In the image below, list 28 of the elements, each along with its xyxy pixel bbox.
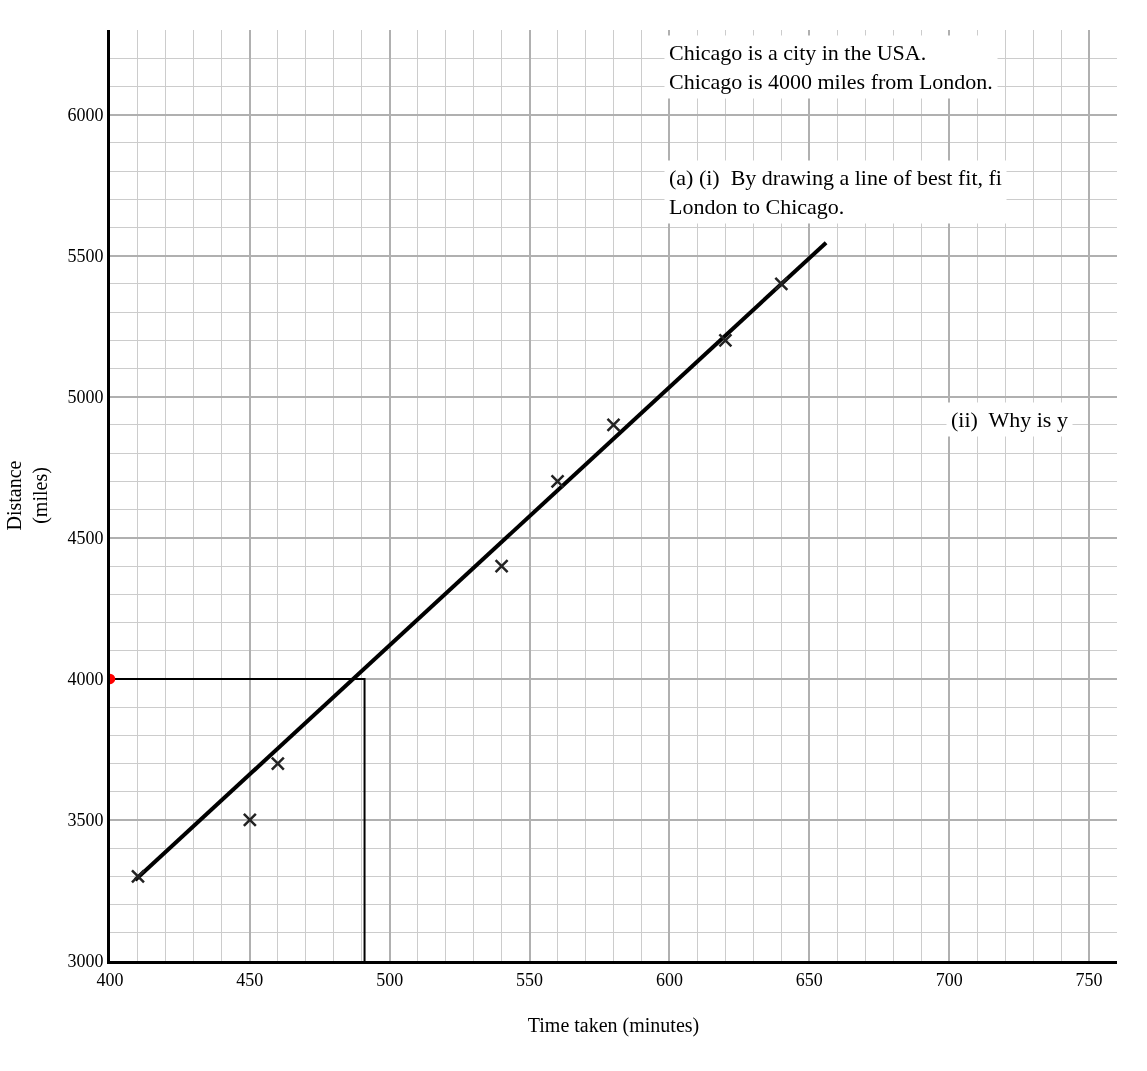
x-tick-label: 500 [376, 969, 404, 990]
y-tick-label: 4500 [67, 528, 104, 549]
point [242, 812, 258, 828]
x-tick-label: 750 [1075, 969, 1103, 990]
point [130, 869, 146, 884]
x-tick-label: 600 [655, 969, 683, 990]
point [774, 276, 789, 292]
point [550, 474, 565, 489]
y-tick-label: 3500 [67, 810, 104, 831]
point [718, 333, 733, 348]
x-tick-label: 400 [96, 969, 124, 990]
x-axis-title: Time taken (minutes) [527, 1014, 700, 1038]
annotation: Chicago is a city in the USA. Chicago is 4000 miles from London. [669, 40, 993, 94]
annotation: (a) (i) By drawing a line of best fit, fi London to Chicago. [669, 165, 1002, 219]
y-tick-label: 6000 [67, 104, 104, 125]
y-tick-label: 3000 [67, 951, 104, 972]
point [270, 756, 286, 771]
x-tick-label: 450 [236, 969, 264, 990]
x-tick-label: 700 [935, 969, 963, 990]
y-tick-label: 5500 [67, 246, 104, 266]
y-axis-title: Distance (miles) [2, 460, 52, 531]
y-tick-label: 5000 [67, 387, 104, 408]
point [606, 417, 621, 433]
x-tick-label: 650 [795, 969, 823, 990]
annotation: (ii) Why is y [951, 407, 1068, 432]
x-tick-label: 550 [516, 969, 544, 990]
point [494, 558, 509, 574]
y-tick-label: 4000 [67, 669, 104, 690]
